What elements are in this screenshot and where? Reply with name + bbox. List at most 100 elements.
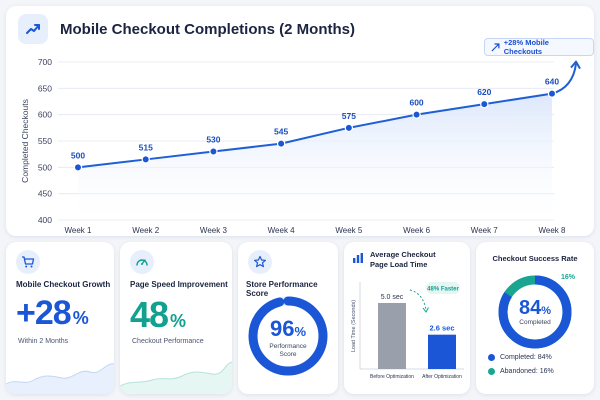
legend-abandoned-dot <box>488 368 495 375</box>
legend-completed-dot <box>488 354 495 361</box>
growth-badge-label: +28% Mobile Checkouts <box>503 38 549 56</box>
load-time-title: Average Checkout Page Load Time <box>370 250 436 270</box>
bar-chart-icon <box>353 253 363 263</box>
data-label: 640 <box>545 77 559 87</box>
score-unit: % <box>294 324 306 339</box>
success-card-title: Checkout Success Rate <box>492 254 578 263</box>
success-rate-card: Checkout Success Rate 84% Completed 16% … <box>476 242 594 394</box>
score-caption-2: Score <box>280 351 297 358</box>
x-tick-label: Week 5 <box>335 226 363 235</box>
x-tick-label: Week 6 <box>403 226 431 235</box>
speed-wave <box>120 361 232 394</box>
y-tick-label: 650 <box>38 83 52 93</box>
y-tick-label: 550 <box>38 136 52 146</box>
data-point <box>73 163 83 172</box>
success-completed-arc <box>498 275 572 349</box>
y-tick-label: 450 <box>38 189 52 199</box>
y-tick-label: 700 <box>38 57 52 67</box>
before-value-label: 5.0 sec <box>381 294 404 301</box>
chart-header: Mobile Checkout Completions (2 Months) <box>18 14 355 44</box>
data-label: 575 <box>342 111 356 121</box>
x-tick-label: Week 4 <box>268 226 296 235</box>
cart-icon <box>16 250 40 274</box>
load-time-chart: Load Time (Seconds) 5.0 sec 2.6 sec Befo… <box>351 282 464 380</box>
speed-unit: % <box>170 311 186 331</box>
score-number: 96 <box>270 316 294 341</box>
svg-text:96%: 96% <box>270 316 306 341</box>
before-category-label: Before Optimization <box>370 374 414 380</box>
faster-badge-label: 48% Faster <box>427 287 459 293</box>
data-label: 530 <box>206 135 220 145</box>
series-line <box>77 92 553 169</box>
trend-up-icon <box>18 14 48 44</box>
speed-sub: Checkout Performance <box>132 338 204 345</box>
line-area <box>78 93 552 220</box>
y-tick-label: 400 <box>38 215 52 225</box>
x-tick-label: Week 1 <box>65 226 93 235</box>
data-label: 545 <box>274 127 288 137</box>
after-bar <box>428 334 456 369</box>
data-point <box>344 123 354 133</box>
score-caption-1: Performance <box>269 343 307 350</box>
growth-card-title: Mobile Checkout Growth <box>16 280 111 289</box>
speed-number: 48 <box>130 294 169 335</box>
legend-abandoned: Abandoned: 16% <box>488 368 554 375</box>
data-label: 620 <box>477 87 491 97</box>
data-point <box>209 147 218 156</box>
checkout-line-chart: 400 450 500 550 600 650 700 Completed Checkouts… <box>20 57 581 235</box>
data-point <box>412 110 421 119</box>
score-ring-arc <box>248 296 328 376</box>
growth-value: +28% <box>16 294 89 333</box>
page-speed-card: Page Speed Improvement 48% Checkout Perf… <box>120 242 232 394</box>
after-category-label: After Optimization <box>422 374 462 380</box>
trend-arrow-icon <box>491 42 500 51</box>
success-unit: % <box>541 305 551 317</box>
trend-arrowhead <box>570 60 581 70</box>
star-icon <box>248 250 272 274</box>
checkout-chart-card: 400 450 500 550 600 650 700 Completed Checkouts… <box>6 6 594 236</box>
svg-text:84%: 84% <box>519 297 551 319</box>
speed-card-title: Page Speed Improvement <box>130 280 228 289</box>
growth-wave <box>6 363 114 394</box>
success-donut: 84% Completed 16% <box>498 274 576 349</box>
load-time-title-line1: Average Checkout <box>370 250 436 259</box>
data-point <box>276 139 286 148</box>
after-value-label: 2.6 sec <box>429 324 454 333</box>
data-label: 600 <box>409 98 423 108</box>
abandoned-share-label: 16% <box>561 274 576 281</box>
growth-unit: % <box>72 308 89 328</box>
store-score-card: Store Performance Score 96% Performance … <box>238 242 338 394</box>
faster-arrow <box>409 289 427 311</box>
y-tick-label: 500 <box>38 162 52 172</box>
data-label: 515 <box>139 142 153 152</box>
x-tick-label: Week 2 <box>132 226 160 235</box>
load-time-ylabel: Load Time (Seconds) <box>351 300 357 352</box>
before-bar <box>378 303 406 369</box>
data-label: 500 <box>71 150 85 160</box>
faster-arrowhead <box>422 307 429 313</box>
speed-value: 48% <box>130 294 186 336</box>
growth-badge: +28% Mobile Checkouts <box>484 38 594 56</box>
legend-abandoned-label: Abandoned: 16% <box>500 368 554 375</box>
x-tick-label: Week 3 <box>200 226 228 235</box>
score-ring: 96% Performance Score <box>248 296 328 376</box>
speedometer-icon <box>130 250 154 274</box>
data-point <box>547 89 557 98</box>
legend-completed-label: Completed: 84% <box>500 354 552 361</box>
success-number: 84 <box>519 297 542 319</box>
y-tick-label: 600 <box>38 110 52 120</box>
checkout-growth-card: Mobile Checkout Growth +28% Within 2 Mon… <box>6 242 114 394</box>
y-axis-label: Completed Checkouts <box>20 99 30 183</box>
x-tick-label: Week 8 <box>539 226 567 235</box>
faster-badge <box>426 282 460 294</box>
legend-completed: Completed: 84% <box>488 354 552 361</box>
success-caption: Completed <box>519 319 551 326</box>
load-time-title-line2: Page Load Time <box>370 260 428 269</box>
chart-title: Mobile Checkout Completions (2 Months) <box>60 20 355 38</box>
growth-sub: Within 2 Months <box>18 338 69 345</box>
score-card-title: Store Performance Score <box>246 280 318 298</box>
x-tick-label: Week 7 <box>471 226 499 235</box>
growth-number: +28 <box>16 294 72 332</box>
load-time-card: Average Checkout Page Load Time Load Tim… <box>344 242 470 394</box>
